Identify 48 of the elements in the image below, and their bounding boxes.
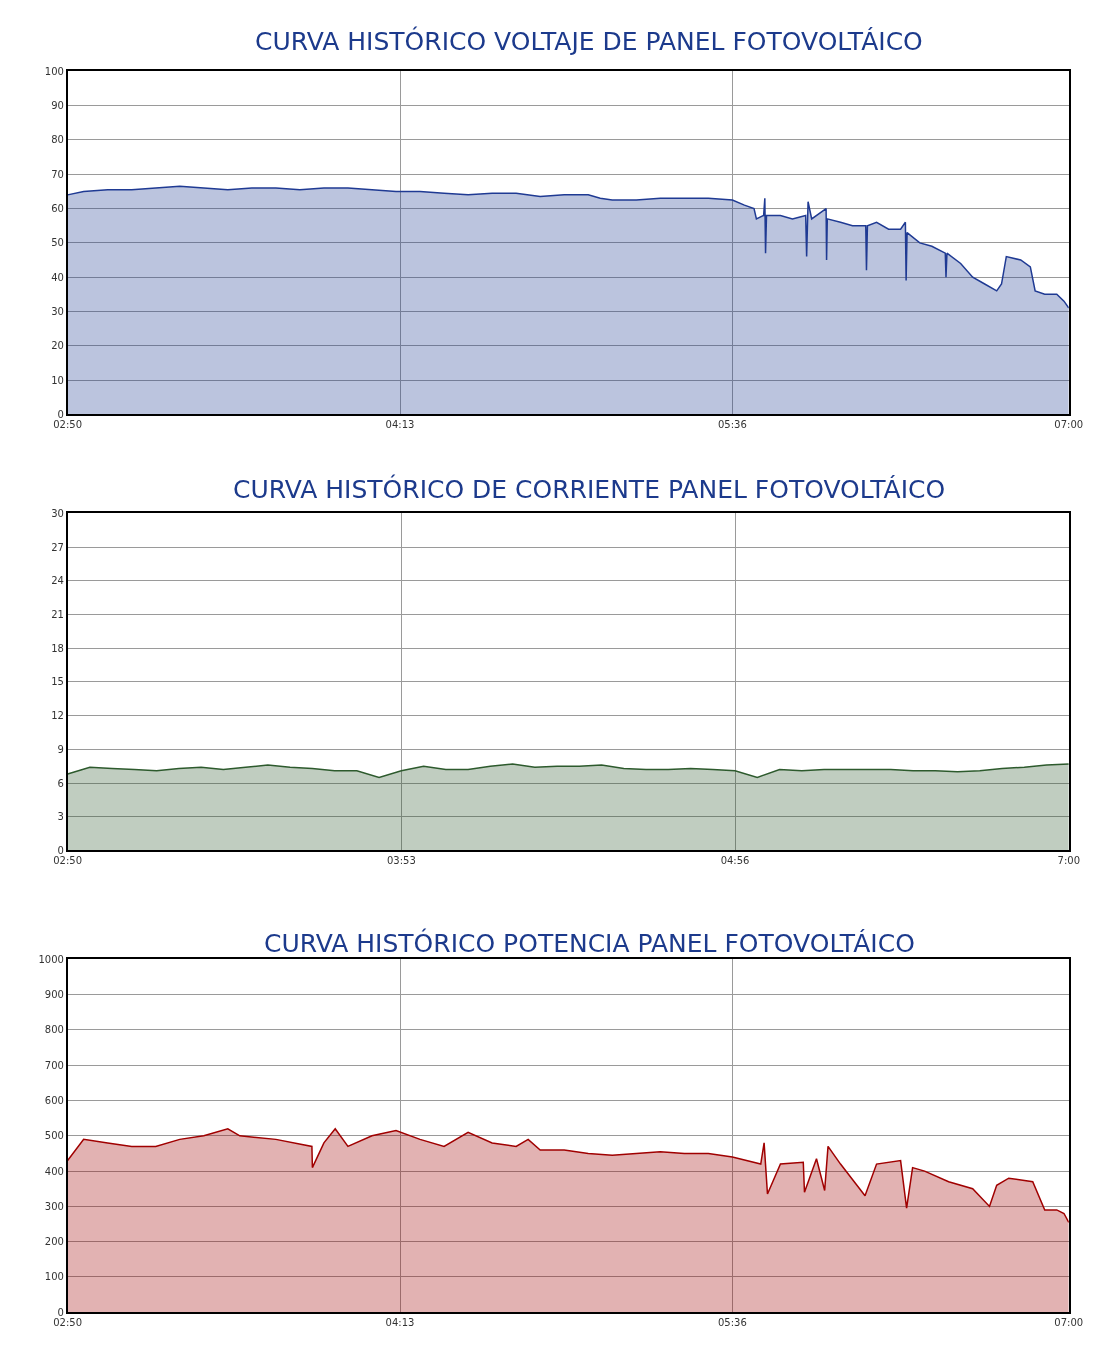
- x-tick-label: 07:00: [1054, 419, 1084, 431]
- y-tick-label: 800: [44, 1024, 64, 1036]
- y-tick-label: 3: [57, 811, 64, 823]
- chart-title: CURVA HISTÓRICO DE CORRIENTE PANEL FOTOVOLTÁICO: [233, 474, 946, 504]
- y-tick-label: 15: [51, 676, 64, 688]
- x-tick-label: 03:53: [386, 855, 416, 867]
- y-tick-label: 200: [44, 1236, 64, 1248]
- y-tick-label: 30: [51, 507, 64, 519]
- y-tick-label: 6: [57, 777, 64, 789]
- x-tick-label: 02:50: [53, 419, 83, 431]
- y-tick-label: 20: [51, 340, 64, 352]
- y-tick-label: 70: [51, 168, 64, 180]
- x-tick-label: 04:13: [385, 1317, 415, 1329]
- y-tick-label: 60: [51, 203, 64, 215]
- y-tick-label: 0: [57, 844, 64, 856]
- y-tick-label: 30: [51, 305, 64, 317]
- y-tick-label: 24: [51, 575, 64, 587]
- y-tick-label: 90: [51, 100, 64, 112]
- x-tick-label: 7:00: [1057, 855, 1081, 867]
- x-tick-label: 04:13: [385, 419, 415, 431]
- chart-title: CURVA HISTÓRICO POTENCIA PANEL FOTOVOLTÁICO: [264, 928, 915, 958]
- y-tick-label: 0: [57, 408, 64, 420]
- y-tick-label: 100: [44, 1271, 64, 1283]
- x-tick-label: 02:50: [53, 1317, 83, 1329]
- y-tick-label: 1000: [38, 953, 64, 965]
- x-tick-label: 04:56: [720, 855, 750, 867]
- y-tick-label: 700: [44, 1059, 64, 1071]
- y-tick-label: 9: [57, 743, 64, 755]
- y-tick-label: 40: [51, 271, 64, 283]
- y-tick-label: 400: [44, 1165, 64, 1177]
- y-tick-label: 600: [44, 1095, 64, 1107]
- y-tick-label: 500: [44, 1130, 64, 1142]
- y-tick-label: 50: [51, 237, 64, 249]
- x-tick-label: 05:36: [717, 419, 747, 431]
- x-tick-label: 07:00: [1054, 1317, 1084, 1329]
- y-tick-label: 18: [51, 642, 64, 654]
- y-tick-label: 900: [44, 989, 64, 1001]
- y-tick-label: 12: [51, 710, 64, 722]
- y-tick-label: 80: [51, 134, 64, 146]
- y-tick-label: 0: [57, 1306, 64, 1318]
- x-tick-label: 05:36: [717, 1317, 747, 1329]
- y-tick-label: 100: [44, 65, 64, 77]
- y-tick-label: 10: [51, 374, 64, 386]
- chart-title: CURVA HISTÓRICO VOLTAJE DE PANEL FOTOVOLTÁICO: [255, 26, 923, 56]
- y-tick-label: 27: [51, 541, 64, 553]
- x-tick-label: 02:50: [53, 855, 83, 867]
- y-tick-label: 21: [51, 609, 64, 621]
- y-tick-label: 300: [44, 1200, 64, 1212]
